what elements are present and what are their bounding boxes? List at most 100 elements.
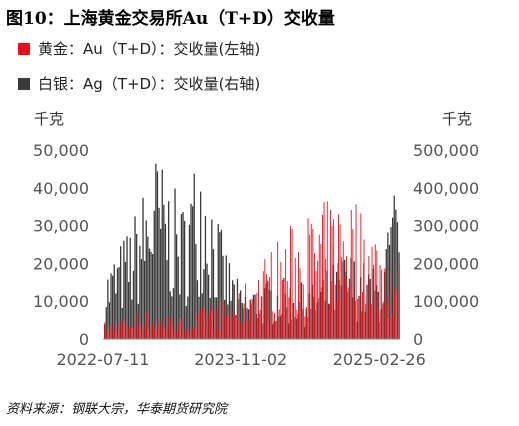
bar-gold <box>178 324 179 339</box>
bar-gold <box>294 257 296 339</box>
bar-gold <box>195 312 197 339</box>
bar-gold <box>350 210 352 339</box>
bar-gold <box>162 325 163 339</box>
bar-gold <box>173 333 175 339</box>
bar-gold <box>270 252 272 339</box>
bar-gold <box>378 310 379 339</box>
bar-gold <box>261 296 263 339</box>
bar-gold <box>317 260 319 339</box>
bar-silver <box>267 280 269 339</box>
bar-silver <box>185 306 187 339</box>
bar-gold <box>363 239 365 339</box>
x-tick-label: 2023-11-02 <box>194 350 287 369</box>
bar-gold <box>192 328 194 339</box>
bar-gold <box>259 310 261 339</box>
bar-silver <box>108 302 111 339</box>
bar-gold <box>341 257 343 339</box>
bar-gold <box>310 224 312 339</box>
bar-silver <box>222 255 224 339</box>
bar-silver <box>168 201 170 339</box>
bar-silver <box>134 216 136 339</box>
bar-gold <box>325 258 327 339</box>
bar-silver <box>126 236 128 339</box>
bar-silver <box>169 291 171 339</box>
chart-title: 图10：上海黄金交易所Au（T+D）交收量 <box>6 9 335 29</box>
bar-silver <box>204 215 207 339</box>
bar-silver <box>171 296 173 339</box>
bar-gold <box>379 264 381 339</box>
bar-silver <box>217 224 219 339</box>
bar-gold <box>296 309 298 339</box>
bar-silver <box>206 263 208 339</box>
bar-gold <box>219 302 221 339</box>
bar-gold <box>291 228 293 339</box>
bar-gold <box>147 329 149 339</box>
bar-gold <box>384 268 386 339</box>
bar-silver <box>200 191 202 339</box>
bar-gold <box>304 316 306 339</box>
bar-gold <box>328 305 330 339</box>
bar-gold <box>286 280 288 339</box>
bar-gold <box>269 276 271 339</box>
bar-gold <box>302 284 304 339</box>
bar-silver <box>118 267 120 339</box>
y-tick-label-left: 50,000 <box>33 141 89 160</box>
bar-silver <box>107 279 109 339</box>
bar-silver <box>142 197 144 339</box>
bar-gold <box>115 322 117 339</box>
bar-gold <box>157 319 159 339</box>
bar-gold <box>131 327 133 339</box>
bar-silver <box>145 220 147 339</box>
bar-silver <box>120 246 122 339</box>
bar-gold <box>198 310 200 339</box>
bar-gold <box>160 319 162 339</box>
bar-gold <box>334 284 336 339</box>
bar-gold <box>323 202 325 339</box>
bar-gold <box>342 241 344 339</box>
bar-gold <box>381 269 383 339</box>
bar-silver <box>395 209 397 339</box>
bar-gold <box>248 319 250 339</box>
bar-gold <box>275 320 277 339</box>
bar-gold <box>320 244 322 339</box>
bar-gold <box>107 327 109 339</box>
bar-gold <box>331 226 333 339</box>
bar-gold <box>123 321 125 339</box>
bar-gold <box>230 306 232 339</box>
bar-gold <box>122 325 123 339</box>
bar-gold <box>144 325 146 339</box>
bar-silver <box>212 249 215 339</box>
bar-gold <box>390 272 392 339</box>
bar-gold <box>214 302 216 339</box>
bar-silver <box>219 232 221 339</box>
bar-gold <box>365 303 367 339</box>
bar-gold <box>326 201 328 339</box>
bar-gold <box>200 309 202 339</box>
bar-gold <box>398 264 400 339</box>
bar-gold <box>346 256 347 339</box>
y-tick-label-right: 300,000 <box>413 217 479 236</box>
bar-silver <box>196 280 199 339</box>
bar-silver <box>123 240 125 339</box>
bar-silver <box>187 296 189 339</box>
bar-gold <box>138 327 139 339</box>
bar-gold <box>205 313 207 339</box>
bar-gold <box>243 303 245 339</box>
y-tick-label-left: 30,000 <box>33 217 89 236</box>
bar-gold <box>222 316 224 339</box>
bar-gold <box>128 327 130 339</box>
bar-gold <box>238 293 240 339</box>
bar-gold <box>197 321 199 339</box>
bar-silver <box>233 284 235 339</box>
bar-gold <box>312 229 314 339</box>
bar-gold <box>165 327 167 339</box>
chart-plot: 千克 千克 50,000 40,000 30,000 20,000 10,000 0 50… <box>33 110 479 369</box>
bar-gold <box>136 314 138 339</box>
bar-gold <box>226 316 227 339</box>
bar-gold <box>387 317 389 339</box>
bar-gold <box>184 329 186 339</box>
bar-gold <box>232 317 234 339</box>
bar-gold <box>386 302 387 339</box>
bar-silver <box>192 206 194 339</box>
bar-silver <box>366 284 368 339</box>
